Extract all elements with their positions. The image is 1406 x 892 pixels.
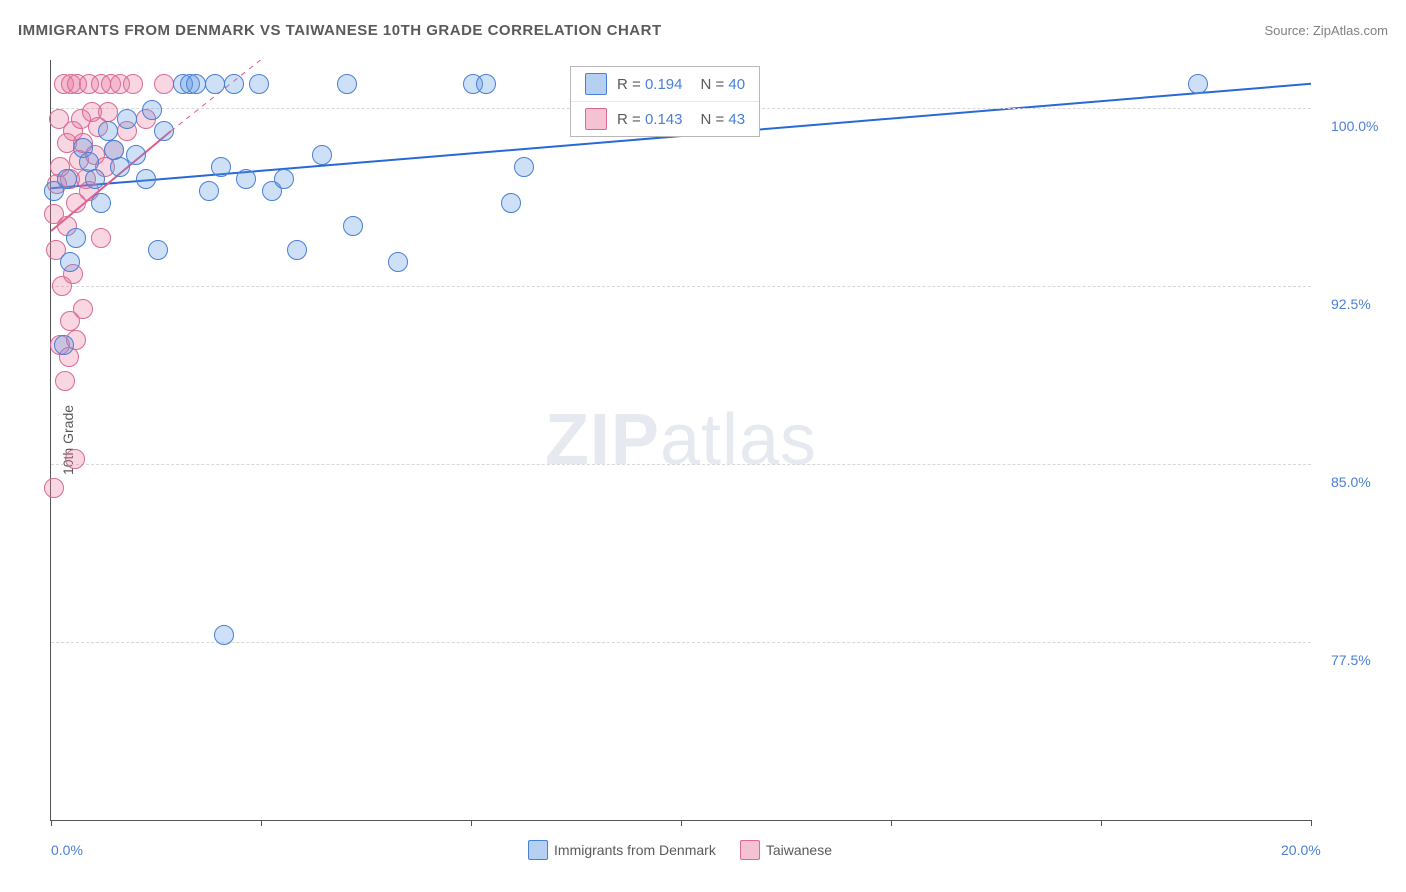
marker-denmark — [126, 145, 146, 165]
marker-denmark — [85, 169, 105, 189]
marker-denmark — [98, 121, 118, 141]
x-tick-mark — [471, 820, 472, 826]
stats-r-b: R = 0.143 — [617, 111, 682, 128]
y-tick-label: 77.5% — [1331, 652, 1371, 668]
marker-denmark — [287, 240, 307, 260]
chart-container: 10th Grade ZIPatlas 77.5%85.0%92.5%100.0… — [50, 60, 1310, 820]
stats-r-a: R = 0.194 — [617, 76, 682, 93]
marker-denmark — [514, 157, 534, 177]
marker-denmark — [274, 169, 294, 189]
marker-denmark — [60, 252, 80, 272]
marker-denmark — [54, 335, 74, 355]
stats-box: R = 0.194 N = 40 R = 0.143 N = 43 — [570, 66, 760, 137]
legend-swatch-a — [528, 840, 548, 860]
chart-header: IMMIGRANTS FROM DENMARK VS TAIWANESE 10T… — [18, 22, 1388, 39]
marker-taiwanese — [123, 74, 143, 94]
marker-denmark — [199, 181, 219, 201]
legend-label-b: Taiwanese — [766, 842, 832, 858]
marker-taiwanese — [91, 228, 111, 248]
marker-denmark — [236, 169, 256, 189]
x-tick-label: 20.0% — [1281, 842, 1321, 858]
legend-label-a: Immigrants from Denmark — [554, 842, 716, 858]
y-tick-label: 85.0% — [1331, 474, 1371, 490]
y-tick-label: 100.0% — [1331, 118, 1378, 134]
x-tick-mark — [1101, 820, 1102, 826]
legend-bottom: Immigrants from Denmark Taiwanese — [528, 840, 832, 860]
marker-denmark — [142, 100, 162, 120]
legend-item-a: Immigrants from Denmark — [528, 840, 716, 860]
marker-denmark — [214, 625, 234, 645]
marker-denmark — [91, 193, 111, 213]
watermark-bold: ZIP — [545, 400, 660, 480]
gridline-h — [51, 464, 1311, 465]
watermark: ZIPatlas — [545, 399, 817, 481]
marker-denmark — [205, 74, 225, 94]
y-tick-label: 92.5% — [1331, 296, 1371, 312]
gridline-h — [51, 286, 1311, 287]
legend-item-b: Taiwanese — [740, 840, 832, 860]
marker-denmark — [57, 169, 77, 189]
x-tick-mark — [261, 820, 262, 826]
stats-swatch-a — [585, 73, 607, 95]
gridline-h — [51, 642, 1311, 643]
stats-swatch-b — [585, 108, 607, 130]
marker-denmark — [1188, 74, 1208, 94]
stats-row-a: R = 0.194 N = 40 — [571, 67, 759, 101]
marker-denmark — [148, 240, 168, 260]
x-tick-label: 0.0% — [51, 842, 83, 858]
x-tick-mark — [1311, 820, 1312, 826]
stats-row-b: R = 0.143 N = 43 — [571, 101, 759, 136]
source-label: Source: ZipAtlas.com — [1264, 23, 1388, 38]
marker-taiwanese — [55, 371, 75, 391]
marker-denmark — [224, 74, 244, 94]
marker-denmark — [476, 74, 496, 94]
x-tick-mark — [51, 820, 52, 826]
watermark-light: atlas — [660, 400, 817, 480]
legend-swatch-b — [740, 840, 760, 860]
marker-taiwanese — [65, 449, 85, 469]
stats-n-a: N = 40 — [700, 76, 745, 93]
marker-taiwanese — [73, 299, 93, 319]
marker-denmark — [337, 74, 357, 94]
marker-taiwanese — [154, 74, 174, 94]
marker-denmark — [501, 193, 521, 213]
x-tick-mark — [891, 820, 892, 826]
marker-denmark — [186, 74, 206, 94]
marker-denmark — [343, 216, 363, 236]
marker-denmark — [388, 252, 408, 272]
marker-denmark — [249, 74, 269, 94]
marker-denmark — [66, 228, 86, 248]
marker-denmark — [312, 145, 332, 165]
marker-denmark — [136, 169, 156, 189]
marker-taiwanese — [98, 102, 118, 122]
x-tick-mark — [681, 820, 682, 826]
marker-taiwanese — [44, 478, 64, 498]
marker-denmark — [117, 109, 137, 129]
marker-denmark — [211, 157, 231, 177]
stats-n-b: N = 43 — [700, 111, 745, 128]
chart-title: IMMIGRANTS FROM DENMARK VS TAIWANESE 10T… — [18, 22, 662, 39]
marker-denmark — [154, 121, 174, 141]
plot-area: ZIPatlas 77.5%85.0%92.5%100.0%0.0%20.0% — [50, 60, 1311, 821]
